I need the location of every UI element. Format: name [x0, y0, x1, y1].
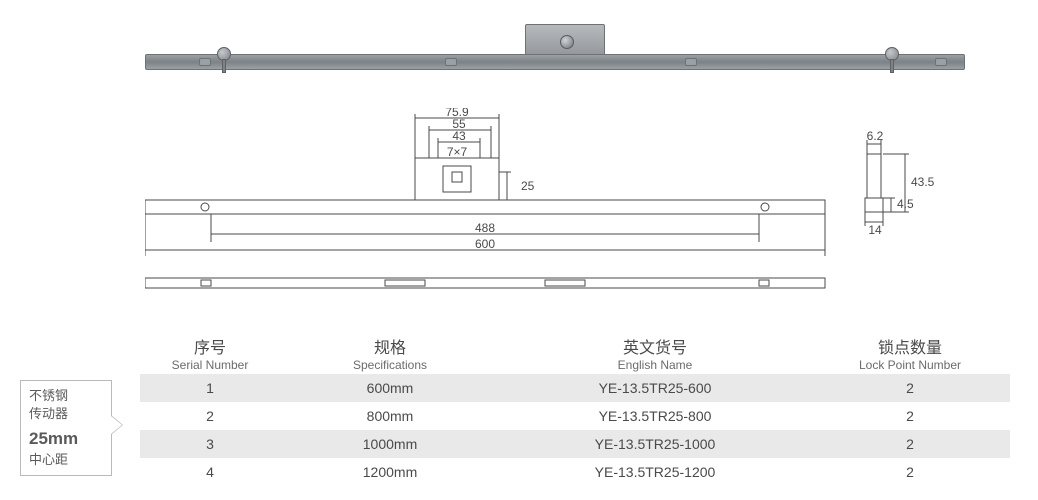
pointer-icon	[111, 415, 123, 435]
label-line2: 传动器	[29, 405, 103, 423]
product-label-card: 不锈钢 传动器 25mm 中心距	[20, 380, 112, 476]
rail-slot	[445, 58, 457, 66]
mushroom-cam-right	[885, 47, 899, 77]
table-row: 1 600mm YE-13.5TR25-600 2	[140, 374, 1010, 402]
dim-7x7: 7×7	[447, 145, 468, 159]
dim-488: 488	[475, 221, 495, 235]
col-header-spec: 规格 Specifications	[280, 330, 500, 374]
label-big: 25mm	[29, 429, 78, 448]
dim-4-5: 4.5	[897, 197, 914, 211]
mushroom-cam-left	[217, 47, 231, 77]
dim-43-5: 43.5	[911, 175, 935, 189]
dim-6-2: 6.2	[867, 129, 884, 143]
rail	[145, 54, 965, 70]
product-render	[145, 22, 965, 82]
dim-43: 43	[452, 129, 466, 143]
table-row: 4 1200mm YE-13.5TR25-1200 2	[140, 458, 1010, 486]
table-row: 3 1000mm YE-13.5TR25-1000 2	[140, 430, 1010, 458]
label-line1: 不锈钢	[29, 387, 103, 405]
dim-25: 25	[521, 179, 535, 193]
technical-drawing: 75.9 55 43 7×7 25 488 600 6.2 4.5 43.5 1…	[145, 108, 985, 308]
gearbox-knob	[560, 35, 574, 49]
col-header-lock: 锁点数量 Lock Point Number	[810, 330, 1010, 374]
dim-600: 600	[475, 237, 495, 251]
rail-slot	[935, 58, 947, 66]
table-row: 2 800mm YE-13.5TR25-800 2	[140, 402, 1010, 430]
spec-table: 序号 Serial Number 规格 Specifications 英文货号 …	[140, 330, 1010, 486]
dim-14: 14	[868, 223, 882, 237]
col-header-eng: 英文货号 English Name	[500, 330, 810, 374]
rail-slot	[685, 58, 697, 66]
label-sub: 中心距	[29, 451, 103, 469]
col-header-serial: 序号 Serial Number	[140, 330, 280, 374]
rail-slot	[199, 58, 211, 66]
